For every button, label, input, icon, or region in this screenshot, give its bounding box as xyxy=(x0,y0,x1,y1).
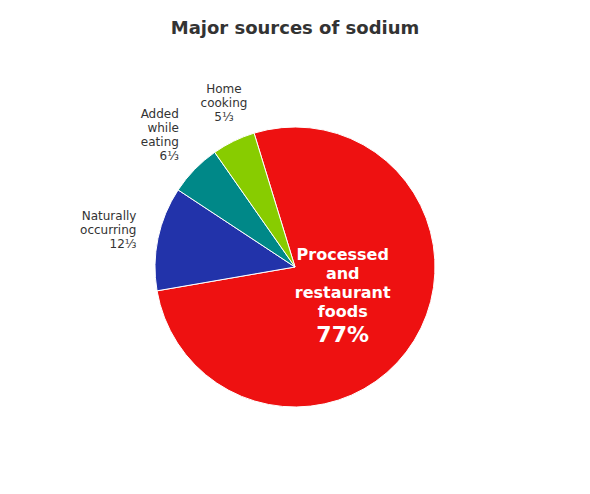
svg-text:Processedandrestaurantfoods77%: Processedandrestaurantfoods77% xyxy=(295,245,391,346)
svg-text:Naturallyoccurring12⅓: Naturallyoccurring12⅓ xyxy=(80,209,137,251)
svg-text:Homecooking5⅓: Homecooking5⅓ xyxy=(201,82,248,124)
html-text:Major sources of sodium: Major sources of sodium xyxy=(170,17,420,38)
svg-text:Addedwhileeating6⅓: Addedwhileeating6⅓ xyxy=(141,107,180,163)
